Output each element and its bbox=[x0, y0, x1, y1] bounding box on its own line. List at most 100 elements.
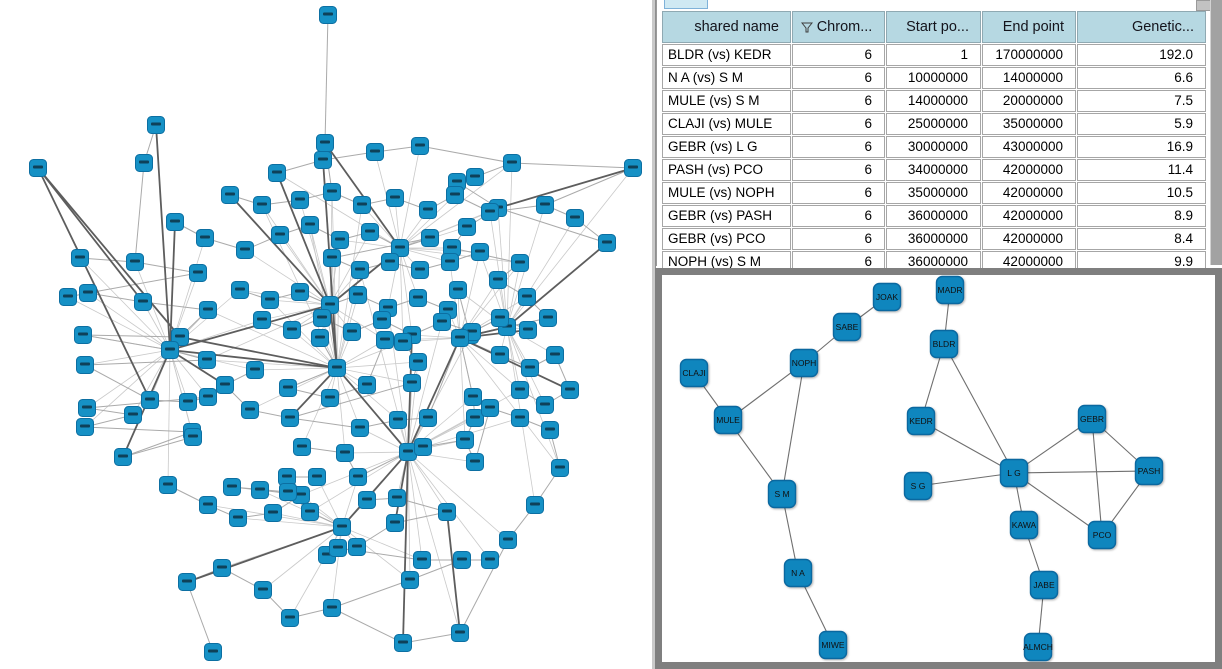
network-node[interactable] bbox=[283, 321, 301, 339]
network-node[interactable] bbox=[566, 209, 584, 227]
network-node[interactable] bbox=[358, 491, 376, 509]
network-node[interactable] bbox=[409, 289, 427, 307]
network-node[interactable] bbox=[451, 624, 469, 642]
network-node[interactable] bbox=[399, 443, 417, 461]
network-node[interactable] bbox=[251, 481, 269, 499]
network-node[interactable] bbox=[373, 311, 391, 329]
network-node[interactable] bbox=[499, 531, 517, 549]
network-node[interactable] bbox=[348, 538, 366, 556]
network-node[interactable] bbox=[134, 293, 152, 311]
network-node[interactable] bbox=[291, 283, 309, 301]
network-node[interactable] bbox=[333, 518, 351, 536]
network-node[interactable] bbox=[433, 313, 451, 331]
network-node[interactable] bbox=[456, 431, 474, 449]
network-node[interactable] bbox=[76, 418, 94, 436]
network-node[interactable] bbox=[29, 159, 47, 177]
network-node[interactable] bbox=[229, 509, 247, 527]
table-row[interactable]: NOPH (vs) S M 6 36000000 42000000 9.9 bbox=[662, 251, 1210, 273]
subnetwork-node-pco[interactable]: PCO bbox=[1087, 520, 1117, 550]
network-node[interactable] bbox=[381, 253, 399, 271]
network-node[interactable] bbox=[199, 301, 217, 319]
network-node[interactable] bbox=[511, 254, 529, 272]
network-node[interactable] bbox=[481, 551, 499, 569]
network-node[interactable] bbox=[278, 468, 296, 486]
network-node[interactable] bbox=[319, 6, 337, 24]
network-node[interactable] bbox=[213, 559, 231, 577]
network-node[interactable] bbox=[135, 154, 153, 172]
table-row[interactable]: PASH (vs) PCO 6 34000000 42000000 11.4 bbox=[662, 159, 1210, 181]
subnetwork-node-madr[interactable]: MADR bbox=[935, 275, 965, 305]
subnetwork-node-s-m[interactable]: S M bbox=[767, 479, 797, 509]
table-row[interactable]: BLDR (vs) KEDR 6 1 170000000 192.0 bbox=[662, 44, 1210, 66]
network-node[interactable] bbox=[189, 264, 207, 282]
main-network-canvas[interactable] bbox=[0, 0, 652, 669]
subnetwork-node-bldr[interactable]: BLDR bbox=[929, 329, 959, 359]
network-node[interactable] bbox=[446, 186, 464, 204]
network-node[interactable] bbox=[316, 134, 334, 152]
network-node[interactable] bbox=[409, 353, 427, 371]
network-node[interactable] bbox=[441, 253, 459, 271]
network-node[interactable] bbox=[388, 489, 406, 507]
subnetwork-node-claji[interactable]: CLAJI bbox=[679, 358, 709, 388]
network-node[interactable] bbox=[491, 346, 509, 364]
network-node[interactable] bbox=[561, 381, 579, 399]
table-row[interactable]: MULE (vs) S M 6 14000000 20000000 7.5 bbox=[662, 90, 1210, 112]
network-node[interactable] bbox=[551, 459, 569, 477]
network-node[interactable] bbox=[624, 159, 642, 177]
network-node[interactable] bbox=[281, 609, 299, 627]
table-row[interactable]: N A (vs) S M 6 10000000 14000000 6.6 bbox=[662, 67, 1210, 89]
network-node[interactable] bbox=[311, 329, 329, 347]
network-node[interactable] bbox=[451, 329, 469, 347]
network-node[interactable] bbox=[419, 201, 437, 219]
network-node[interactable] bbox=[539, 309, 557, 327]
network-node[interactable] bbox=[308, 468, 326, 486]
network-node[interactable] bbox=[361, 223, 379, 241]
subnetwork-node-almch[interactable]: ALMCH bbox=[1023, 632, 1053, 662]
network-node[interactable] bbox=[394, 333, 412, 351]
network-node[interactable] bbox=[421, 229, 439, 247]
network-node[interactable] bbox=[541, 421, 559, 439]
network-node[interactable] bbox=[216, 376, 234, 394]
network-node[interactable] bbox=[328, 359, 346, 377]
network-node[interactable] bbox=[268, 164, 286, 182]
network-node[interactable] bbox=[79, 284, 97, 302]
network-node[interactable] bbox=[489, 271, 507, 289]
network-node[interactable] bbox=[413, 551, 431, 569]
subnetwork-node-mule[interactable]: MULE bbox=[713, 405, 743, 435]
network-node[interactable] bbox=[466, 453, 484, 471]
network-node[interactable] bbox=[161, 341, 179, 359]
network-node[interactable] bbox=[264, 504, 282, 522]
subnetwork-node-gebr[interactable]: GEBR bbox=[1077, 404, 1107, 434]
subnetwork-node-miwe[interactable]: MIWE bbox=[818, 630, 848, 660]
subnetwork-node-n-a[interactable]: N A bbox=[783, 558, 813, 588]
network-node[interactable] bbox=[198, 351, 216, 369]
network-node[interactable] bbox=[74, 326, 92, 344]
network-node[interactable] bbox=[366, 143, 384, 161]
network-node[interactable] bbox=[59, 288, 77, 306]
network-node[interactable] bbox=[353, 196, 371, 214]
network-node[interactable] bbox=[336, 444, 354, 462]
table-row[interactable]: GEBR (vs) L G 6 30000000 43000000 16.9 bbox=[662, 136, 1210, 158]
network-node[interactable] bbox=[481, 399, 499, 417]
network-node[interactable] bbox=[76, 356, 94, 374]
network-node[interactable] bbox=[343, 323, 361, 341]
network-node[interactable] bbox=[491, 309, 509, 327]
network-node[interactable] bbox=[261, 291, 279, 309]
network-node[interactable] bbox=[124, 406, 142, 424]
network-node[interactable] bbox=[279, 379, 297, 397]
network-node[interactable] bbox=[389, 411, 407, 429]
network-node[interactable] bbox=[246, 361, 264, 379]
network-node[interactable] bbox=[411, 261, 429, 279]
network-node[interactable] bbox=[147, 116, 165, 134]
network-node[interactable] bbox=[414, 438, 432, 456]
subnetwork-node-s-g[interactable]: S G bbox=[903, 471, 933, 501]
network-node[interactable] bbox=[453, 551, 471, 569]
network-node[interactable] bbox=[279, 483, 297, 501]
table-tab-fragment[interactable] bbox=[664, 0, 708, 9]
network-node[interactable] bbox=[464, 388, 482, 406]
filter-funnel-icon[interactable] bbox=[800, 22, 813, 33]
network-node[interactable] bbox=[301, 216, 319, 234]
network-node[interactable] bbox=[184, 428, 202, 446]
network-node[interactable] bbox=[349, 468, 367, 486]
network-node[interactable] bbox=[349, 286, 367, 304]
